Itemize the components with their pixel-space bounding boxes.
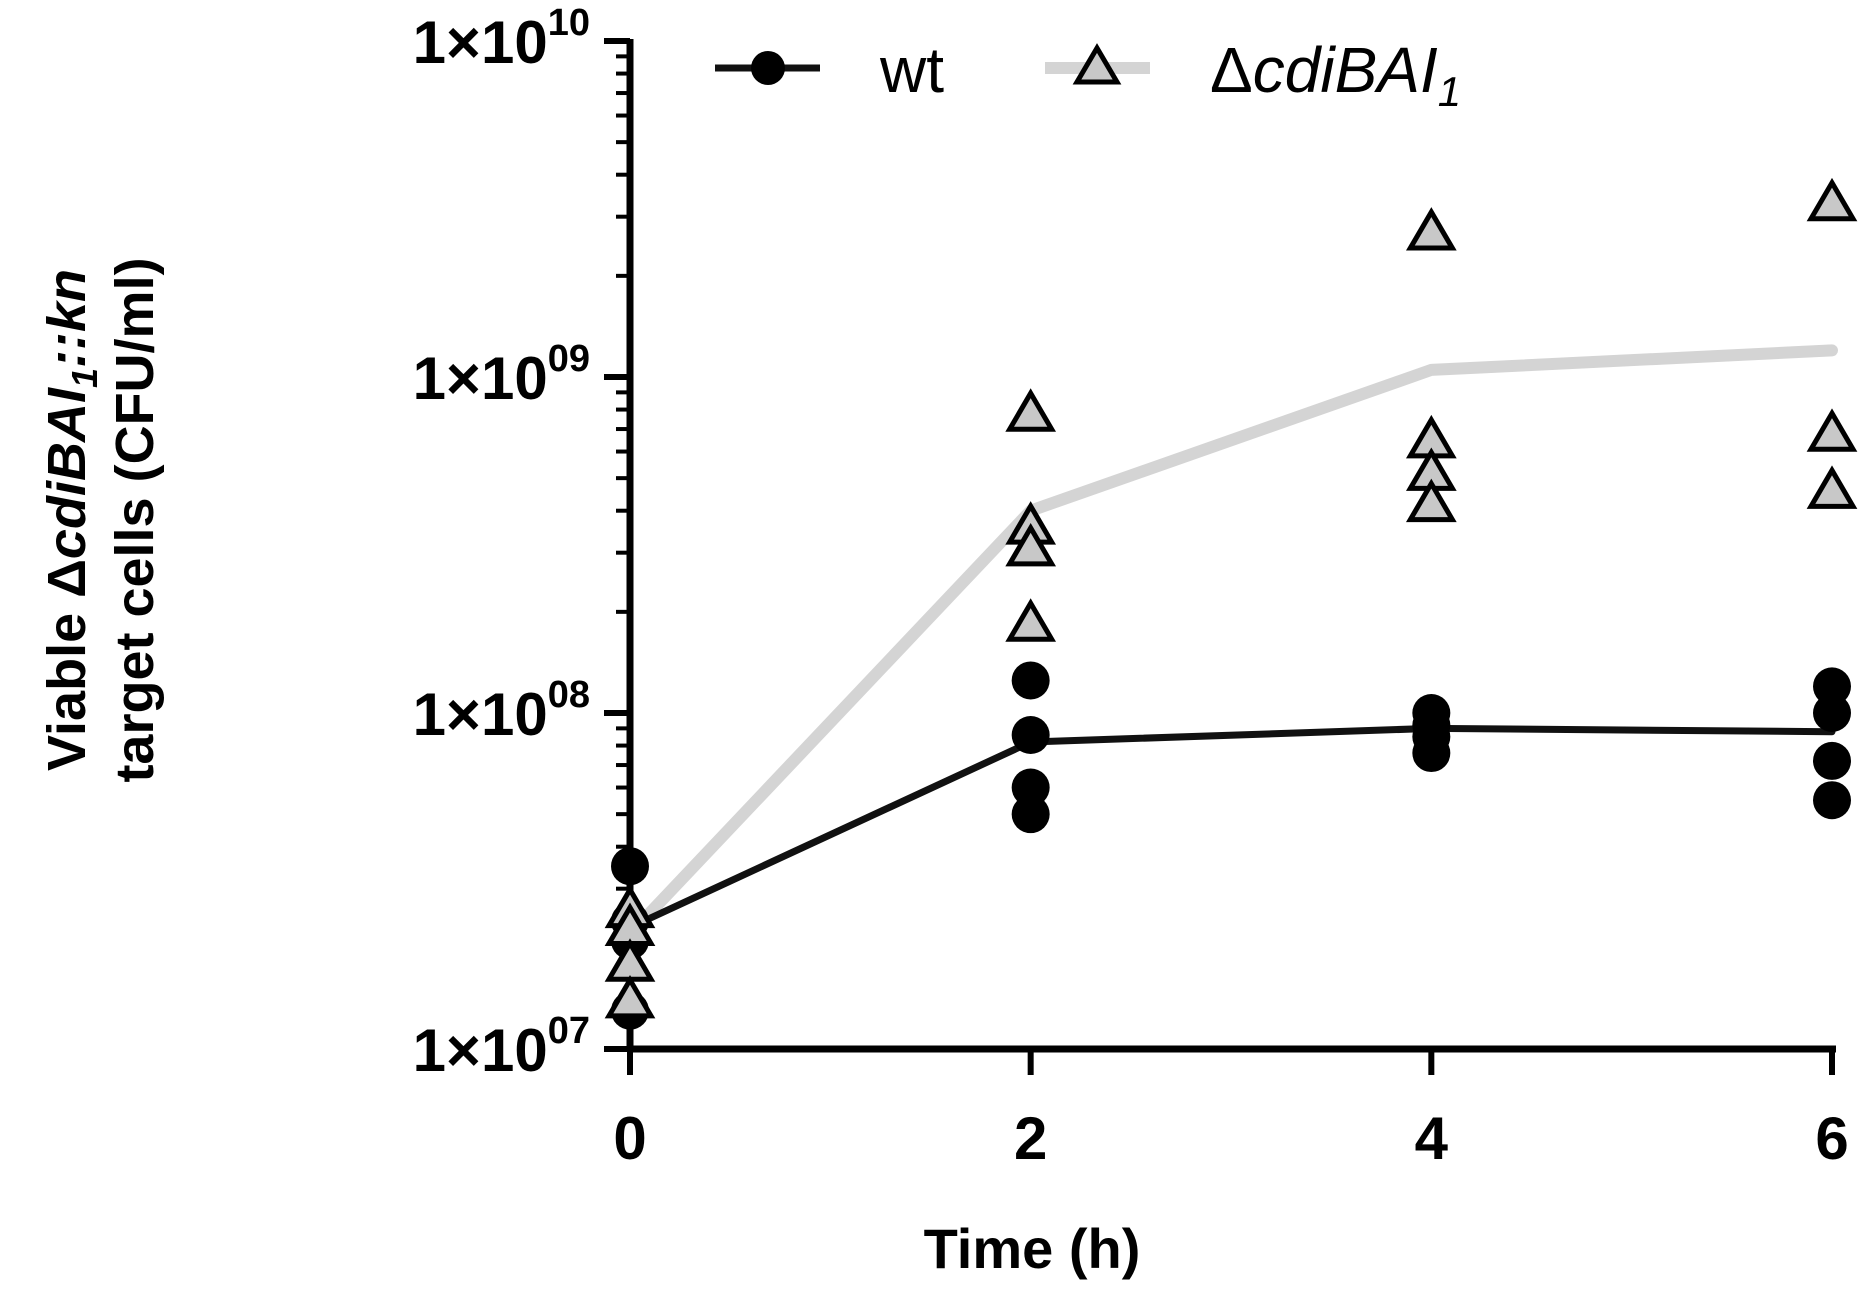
y-tick-label: 1×1008 <box>413 674 590 748</box>
y-tick-mantissa: 1×10 <box>413 1017 548 1084</box>
y-axis-title-italic: cdiBAI <box>37 387 97 559</box>
mutant-data-point <box>1806 177 1858 222</box>
legend-mutant-label: ΔcdiBAI1 <box>1210 34 1461 115</box>
y-tick-label: 1×1010 <box>413 2 590 76</box>
y-axis-title-prefix: Viable Δ <box>37 559 97 771</box>
data-points-layer <box>604 177 1858 1030</box>
x-tick-label: 6 <box>1815 1105 1848 1172</box>
wt-data-point <box>1011 795 1050 834</box>
wt-data-point <box>1011 716 1050 755</box>
x-tick-label: 2 <box>1014 1105 1047 1172</box>
legend-mutant-italic: cdiBAI <box>1253 34 1438 106</box>
mutant-data-point <box>1405 207 1457 251</box>
mutant-data-point <box>1405 478 1457 523</box>
series-line-wt <box>626 724 1836 931</box>
wt-data-point <box>1813 781 1851 820</box>
x-tick-label: 4 <box>1415 1105 1449 1172</box>
legend-mutant-marker <box>1072 43 1122 85</box>
mutant-data-point <box>1806 465 1858 509</box>
y-tick-label: 1×1007 <box>413 1010 590 1084</box>
wt-data-point <box>1011 768 1050 807</box>
legend-wt-label: wt <box>879 34 944 106</box>
x-axis-title: Time (h) <box>924 1217 1141 1280</box>
y-axis-title-subscript: 1 <box>64 368 105 388</box>
y-tick-mantissa: 1×10 <box>413 9 548 76</box>
legend-wt-marker <box>751 51 785 85</box>
wt-data-point <box>1412 734 1451 773</box>
mutant-data-point <box>1005 598 1057 642</box>
y-axis-title-line2: target cells (CFU/ml) <box>105 257 165 782</box>
legend-mutant-sub: 1 <box>1438 68 1461 115</box>
y-axis-title: Viable ΔcdiBAI1::kn target cells (CFU/ml… <box>37 257 165 782</box>
legend-mutant-prefix: Δ <box>1210 34 1253 106</box>
series-line-mutant <box>624 344 1838 940</box>
wt-data-point <box>611 847 649 886</box>
wt-data-point <box>1011 661 1050 700</box>
y-tick-exponent: 10 <box>548 2 590 44</box>
series-lines-layer <box>624 344 1838 940</box>
axes-layer <box>604 38 1836 1075</box>
y-tick-mantissa: 1×10 <box>413 345 548 412</box>
x-tick-label: 0 <box>613 1105 646 1172</box>
y-tick-exponent: 07 <box>548 1010 590 1052</box>
wt-data-point <box>1813 667 1851 706</box>
mutant-data-point <box>604 974 656 1019</box>
mutant-data-point <box>1005 388 1057 432</box>
svg-text:Viable ΔcdiBAI1::kn: Viable ΔcdiBAI1::kn <box>37 269 105 771</box>
y-tick-mantissa: 1×10 <box>413 681 548 748</box>
y-tick-exponent: 08 <box>548 674 590 716</box>
y-axis-title-italic-suffix: ::kn <box>37 269 97 368</box>
wt-data-point <box>1813 741 1851 780</box>
legend: wt ΔcdiBAI1 <box>715 34 1461 115</box>
y-tick-label: 1×1009 <box>413 338 590 412</box>
wt-data-point <box>1813 694 1851 732</box>
y-tick-exponent: 09 <box>548 338 590 380</box>
mutant-data-point <box>1806 408 1858 452</box>
mutant-data-point <box>1005 522 1057 567</box>
